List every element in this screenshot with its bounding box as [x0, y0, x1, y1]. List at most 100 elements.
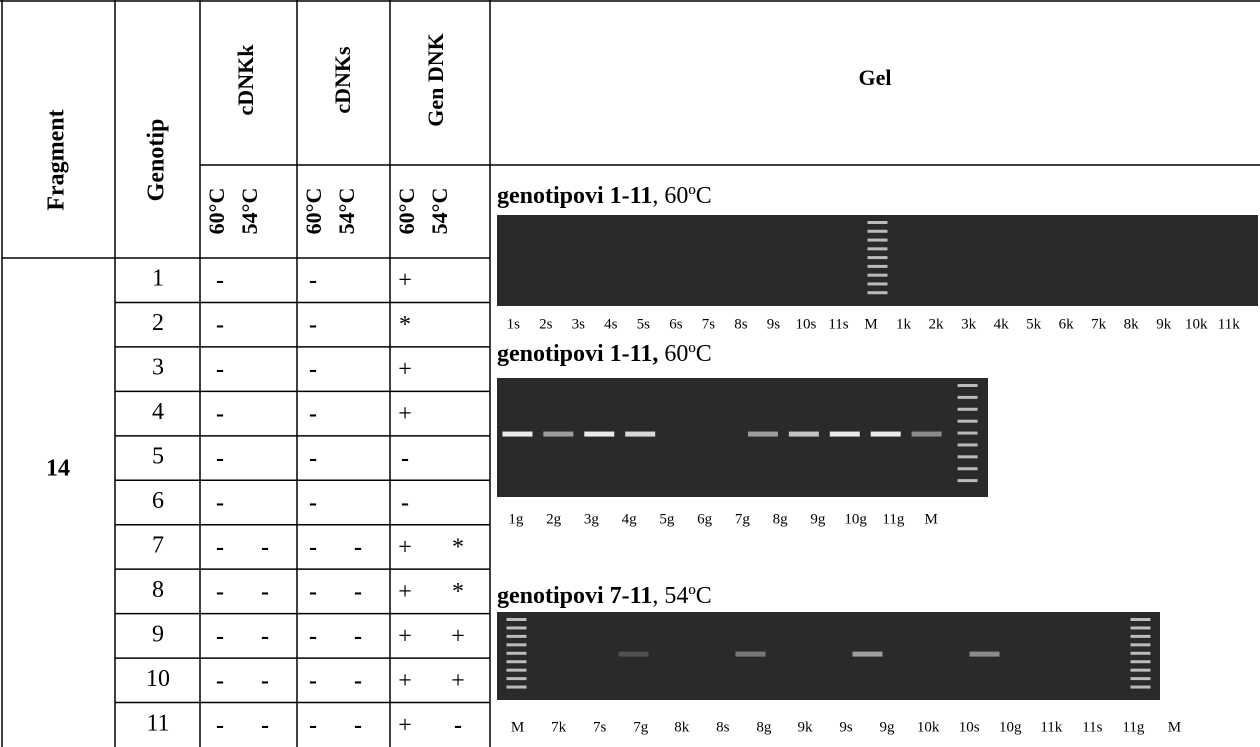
ladder-band	[957, 479, 978, 483]
lane-label: 5s	[637, 316, 651, 332]
gel-title-rest: 60ºC	[658, 341, 711, 367]
result-cell: +	[398, 268, 412, 294]
genotip-cell: 6	[152, 488, 164, 514]
ladder-band	[506, 618, 527, 621]
result-cell: -	[261, 712, 269, 738]
result-cell: +	[398, 668, 412, 694]
ladder-band	[957, 443, 978, 447]
dna-band	[911, 431, 942, 437]
result-cell: -	[309, 312, 317, 338]
temp-header: 60°C	[204, 188, 229, 235]
genotip-cell: 3	[152, 355, 164, 381]
result-cell: *	[452, 579, 464, 605]
ladder-band	[867, 229, 888, 233]
lane-label: 4g	[622, 511, 638, 527]
group-header: cDNKk	[233, 44, 258, 116]
ladder-band	[506, 668, 527, 672]
lane-label: M	[1168, 719, 1181, 735]
dna-band	[969, 651, 1000, 657]
ladder-band	[506, 651, 527, 655]
ladder-band	[1130, 660, 1151, 664]
lane-label: 6g	[697, 511, 713, 527]
genotip-cell: 1	[152, 266, 164, 292]
result-cell: +	[398, 401, 412, 427]
lane-label: M	[864, 316, 877, 332]
result-cell: -	[309, 268, 317, 294]
result-cell: -	[216, 534, 224, 560]
result-cell: +	[398, 579, 412, 605]
result-cell: -	[309, 490, 317, 516]
genotip-cell: 11	[146, 710, 169, 736]
genotip-header: Genotip	[144, 119, 170, 202]
lane-label: 7k	[551, 719, 567, 735]
ladder-band	[1130, 677, 1151, 681]
result-cell: -	[216, 579, 224, 605]
genotip-cell: 5	[152, 444, 164, 470]
result-cell: -	[216, 668, 224, 694]
lane-label: 6s	[669, 316, 683, 332]
group-header: Gen DNK	[423, 33, 448, 127]
lane-label: 9s	[839, 719, 853, 735]
ladder-band	[1130, 618, 1151, 621]
lane-label: 3g	[584, 511, 600, 527]
gel-title: genotipovi 7-11, 54ºC	[497, 583, 712, 609]
dna-band	[829, 431, 860, 437]
ladder-band	[506, 660, 527, 664]
ladder-band	[1130, 643, 1151, 647]
lane-label: 2s	[539, 316, 553, 332]
ladder-band	[506, 677, 527, 681]
dna-band	[584, 431, 615, 437]
result-cell: -	[354, 579, 362, 605]
lane-label: 5g	[659, 511, 675, 527]
gel-title-rest: , 54ºC	[652, 583, 711, 609]
genotip-cell: 2	[152, 310, 164, 336]
result-cell: -	[261, 623, 269, 649]
ladder-band	[867, 291, 888, 295]
result-cell: -	[354, 623, 362, 649]
dna-band	[735, 651, 766, 657]
result-cell: -	[309, 668, 317, 694]
ladder-band	[1130, 626, 1151, 630]
result-cell: -	[216, 446, 224, 472]
lane-label: 11s	[828, 316, 848, 332]
dna-band	[625, 431, 656, 437]
dna-band	[502, 431, 533, 437]
lane-label: 8s	[716, 719, 730, 735]
gel-title-bold: genotipovi 1-11,	[497, 341, 658, 367]
ladder-band	[1130, 685, 1151, 689]
result-cell: -	[454, 712, 462, 738]
result-cell: -	[309, 401, 317, 427]
lane-label: 9g	[810, 511, 826, 527]
result-cell: -	[216, 712, 224, 738]
lane-label: M	[924, 511, 937, 527]
dna-band	[543, 431, 574, 437]
result-cell: *	[399, 312, 411, 338]
lane-label: 11s	[1082, 719, 1102, 735]
ladder-band	[957, 395, 978, 399]
ladder-band	[1130, 634, 1151, 638]
ladder-band	[506, 634, 527, 638]
fragment-header: Fragment	[44, 109, 70, 210]
ladder-band	[957, 384, 978, 387]
lane-label: 7k	[1091, 316, 1107, 332]
gel-title-rest: , 60ºC	[652, 183, 711, 209]
temp-header: 54°C	[334, 188, 359, 235]
result-cell: -	[216, 401, 224, 427]
result-cell: +	[451, 623, 465, 649]
temp-header: 60°C	[301, 188, 326, 235]
ladder-band	[867, 238, 888, 242]
lane-label: 8g	[773, 511, 789, 527]
temp-header: 54°C	[427, 188, 452, 235]
result-cell: -	[309, 357, 317, 383]
lane-label: 1s	[507, 316, 521, 332]
lane-label: 7g	[633, 719, 649, 735]
dna-band	[852, 651, 883, 657]
gel-image	[497, 612, 1160, 700]
genotip-cell: 10	[146, 666, 170, 692]
genotip-cell: 4	[152, 399, 164, 425]
gel-title-bold: genotipovi 7-11	[497, 583, 652, 609]
result-cell: -	[401, 490, 409, 516]
ladder-band	[506, 643, 527, 647]
result-cell: -	[354, 534, 362, 560]
